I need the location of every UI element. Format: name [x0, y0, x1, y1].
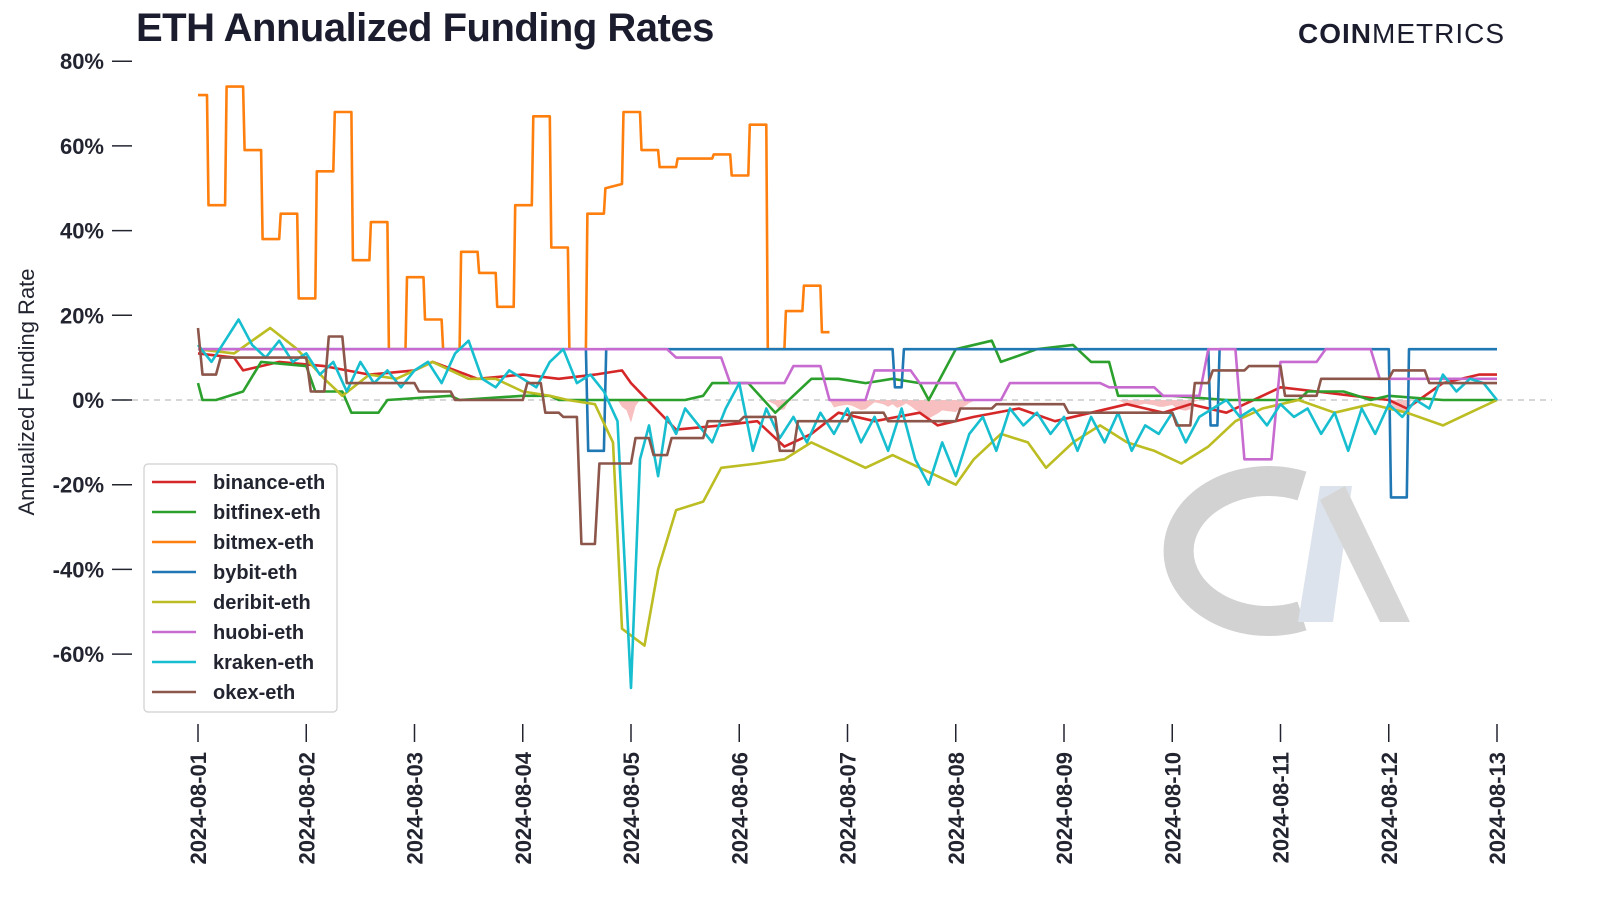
y-tick-label: 20% [60, 303, 104, 328]
series-line-deribit-eth [197, 326, 1498, 647]
x-tick-label: 2024-08-10 [1160, 752, 1185, 865]
x-tick-label: 2024-08-13 [1485, 752, 1510, 865]
y-tick-label: -40% [53, 557, 104, 582]
chart-title: ETH Annualized Funding Rates [136, 6, 714, 50]
series-line-okex-eth [196, 327, 1497, 546]
x-tick-label: 2024-08-12 [1377, 752, 1402, 865]
x-tick-label: 2024-08-06 [727, 752, 752, 865]
x-tick-label: 2024-08-08 [944, 752, 969, 865]
series-line-kraken-eth [196, 318, 1499, 690]
cm-watermark [1163, 466, 1410, 636]
legend-label: bybit-eth [213, 562, 297, 584]
y-axis: 80% 60% 40% 20% 0% -20% -40% -60% [53, 49, 132, 667]
y-tick-label: -20% [53, 473, 104, 498]
watermark-m-right [1320, 486, 1410, 622]
legend-box [143, 463, 338, 713]
legend-label: okex-eth [213, 682, 295, 704]
negative-area-fill [198, 400, 1497, 423]
y-axis-label: Annualized Funding Rate [14, 268, 39, 515]
watermark-c-shape [1163, 466, 1307, 636]
y-tick-label: 80% [60, 49, 104, 74]
series-line-huobi-eth [198, 347, 1497, 461]
legend-label: huobi-eth [213, 622, 304, 644]
x-tick-label: 2024-08-03 [403, 752, 428, 865]
legend-label: bitmex-eth [213, 532, 314, 554]
y-tick-label: 60% [60, 134, 104, 159]
series-lines [196, 85, 1499, 690]
legend-label: deribit-eth [213, 592, 311, 614]
negative-mean-area [198, 400, 1497, 423]
x-tick-label: 2024-08-02 [294, 752, 319, 865]
legend-label: kraken-eth [213, 652, 314, 674]
y-tick-label: 0% [72, 388, 104, 413]
series-line-bitmex-eth [198, 85, 830, 351]
legend-label: binance-eth [213, 472, 325, 494]
brand-logo-light: METRICS [1372, 18, 1505, 49]
y-tick-label: 40% [60, 219, 104, 244]
legend-label: bitfinex-eth [213, 502, 321, 524]
x-tick-label: 2024-08-07 [836, 752, 861, 865]
brand-logo: COINMETRICS [1298, 18, 1505, 50]
x-tick-label: 2024-08-04 [511, 751, 536, 864]
brand-logo-bold: COIN [1298, 18, 1372, 49]
x-tick-label: 2024-08-05 [619, 752, 644, 865]
x-tick-label: 2024-08-11 [1269, 752, 1294, 863]
x-axis: 2024-08-01 2024-08-02 2024-08-03 2024-08-04… [186, 724, 1510, 865]
x-tick-label: 2024-08-09 [1052, 752, 1077, 865]
x-tick-label: 2024-08-01 [186, 752, 211, 865]
series-line-bybit-eth [198, 347, 1497, 499]
y-tick-label: -60% [53, 642, 104, 667]
legend: binance-eth bitfinex-eth bitmex-eth bybit-e… [143, 463, 338, 713]
